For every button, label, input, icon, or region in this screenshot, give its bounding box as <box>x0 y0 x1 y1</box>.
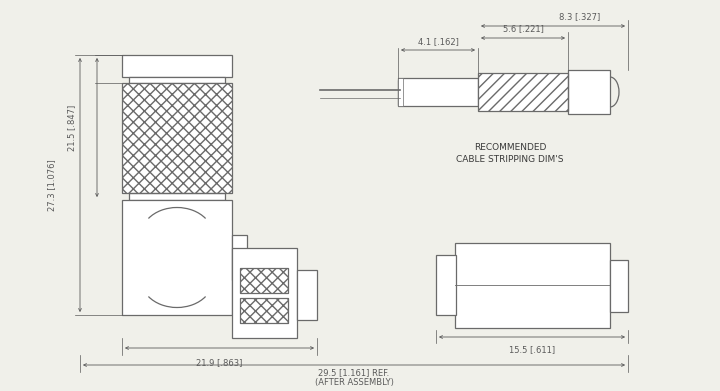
Text: 4.1 [.162]: 4.1 [.162] <box>418 38 459 47</box>
Bar <box>568 70 610 114</box>
Bar <box>240 298 288 323</box>
Bar <box>455 243 610 328</box>
Bar <box>129 77 225 83</box>
Text: 21.9 [.863]: 21.9 [.863] <box>197 359 243 368</box>
Text: CABLE STRIPPING DIM'S: CABLE STRIPPING DIM'S <box>456 156 564 165</box>
Bar <box>297 270 317 320</box>
Bar <box>122 83 232 193</box>
Text: 15.5 [.611]: 15.5 [.611] <box>509 346 555 355</box>
Bar <box>122 55 232 77</box>
Bar <box>122 200 232 315</box>
Bar <box>129 193 225 200</box>
Text: 27.3 [1.076]: 27.3 [1.076] <box>48 159 56 211</box>
Bar <box>240 298 288 323</box>
Text: 8.3 [.327]: 8.3 [.327] <box>559 13 600 22</box>
Bar <box>478 73 568 111</box>
Bar <box>240 268 288 293</box>
Bar <box>398 78 478 106</box>
Text: RECOMMENDED: RECOMMENDED <box>474 143 546 152</box>
Bar <box>398 78 403 106</box>
Bar <box>610 260 628 312</box>
Bar <box>398 80 403 105</box>
Bar <box>122 83 232 193</box>
Bar <box>436 255 456 315</box>
Bar <box>232 248 297 338</box>
Bar <box>232 235 247 280</box>
Text: 21.5 [.847]: 21.5 [.847] <box>68 104 76 151</box>
Bar <box>240 268 288 293</box>
Bar <box>478 73 568 111</box>
Text: 5.6 [.221]: 5.6 [.221] <box>503 25 544 34</box>
Text: (AFTER ASSEMBLY): (AFTER ASSEMBLY) <box>315 377 393 386</box>
Text: 29.5 [1.161] REF.: 29.5 [1.161] REF. <box>318 368 390 377</box>
